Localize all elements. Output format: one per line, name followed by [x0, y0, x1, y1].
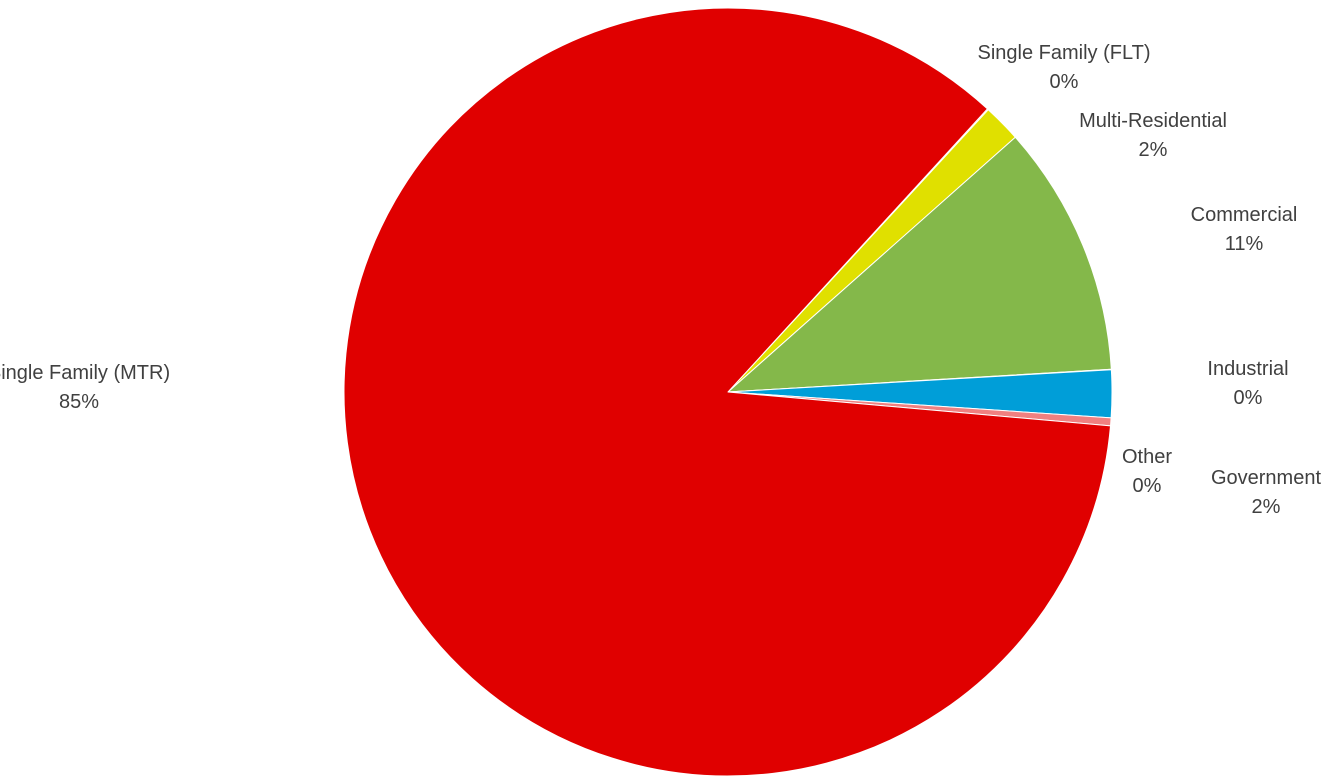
data-label-percentage: 2%: [1139, 139, 1168, 161]
data-label-industrial: Industrial 0%: [1207, 358, 1288, 409]
data-label-category: Government: [1211, 467, 1321, 489]
data-label-percentage: 0%: [1133, 475, 1162, 497]
data-label-category: Industrial: [1207, 358, 1288, 380]
pie-slice-commercial: [727, 136, 1112, 393]
data-label-commercial: Commercial 11%: [1191, 204, 1298, 255]
data-label-percentage: 2%: [1252, 496, 1281, 518]
data-label-percentage: 0%: [1050, 71, 1079, 93]
data-label-category: Multi-Residential: [1079, 110, 1227, 132]
data-label-category: Commercial: [1191, 204, 1298, 226]
data-label-other: Other 0%: [1122, 446, 1172, 497]
data-label-multi-residential: Multi-Residential 2%: [1079, 110, 1227, 161]
data-label-percentage: 85%: [59, 391, 99, 413]
data-label-government: Government 2%: [1211, 467, 1321, 518]
pie-slice-single-family-mtr: [343, 7, 1111, 776]
data-label-percentage: 0%: [1234, 387, 1263, 409]
pie-data-labels: Single Family (MTR) 85% Single Family (FLT…: [0, 42, 1321, 518]
data-label-single-family-mtr: Single Family (MTR) 85%: [0, 362, 170, 413]
data-label-category: Other: [1122, 446, 1172, 468]
data-label-category: Single Family (MTR): [0, 362, 170, 384]
data-label-percentage: 11%: [1225, 233, 1264, 255]
data-label-category: Single Family (FLT): [978, 42, 1151, 64]
data-label-single-family-flt: Single Family (FLT) 0%: [978, 42, 1151, 93]
pie-slices: [343, 7, 1113, 776]
